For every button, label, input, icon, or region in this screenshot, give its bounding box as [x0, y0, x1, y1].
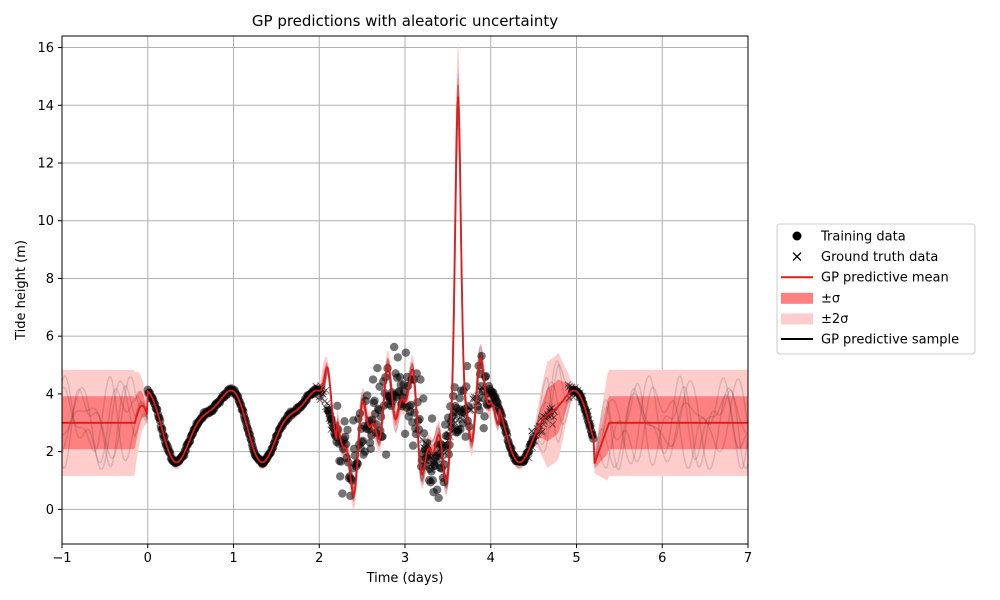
y-tick-label: 4	[46, 387, 54, 402]
legend-marker-patch	[781, 292, 813, 304]
gp-mean-line	[62, 96, 748, 498]
chart-title: GP predictions with aleatoric uncertaint…	[252, 12, 558, 30]
training-points	[143, 342, 598, 503]
y-axis: 0 2 4 6 8 10 12 14 16	[37, 41, 62, 518]
x-axis: −1 0 1 2 3 4 5 6 7	[52, 544, 752, 566]
grid	[61, 36, 749, 544]
training-point	[381, 450, 391, 459]
training-point	[477, 351, 486, 361]
training-point	[461, 432, 470, 441]
y-tick-label: 12	[37, 157, 54, 172]
y-tick-label: 6	[46, 330, 54, 345]
training-point	[393, 353, 402, 362]
legend-label: GP predictive mean	[821, 271, 949, 286]
training-point	[343, 425, 352, 435]
ground-truth-marker	[551, 408, 559, 416]
ground-truth-marker	[550, 413, 558, 421]
training-point	[419, 429, 429, 438]
training-point	[419, 394, 428, 403]
training-point	[370, 396, 379, 405]
legend-label: ±σ	[821, 291, 840, 306]
training-point	[428, 476, 437, 485]
training-point	[336, 472, 345, 481]
ground-truth-marker	[322, 386, 330, 394]
training-point	[434, 493, 443, 503]
x-tick-label: 3	[401, 551, 409, 566]
training-point	[427, 467, 436, 476]
training-point	[389, 342, 399, 352]
training-point	[366, 444, 376, 453]
legend-label: Training data	[820, 230, 906, 245]
training-point	[338, 489, 347, 498]
ground-truth-marker	[539, 428, 546, 435]
legend-marker-patch	[781, 313, 813, 325]
training-point	[395, 372, 405, 382]
training-point	[400, 429, 410, 439]
training-point	[340, 417, 349, 426]
training-point	[422, 438, 432, 447]
ground-truth-marker	[549, 421, 557, 428]
training-point	[462, 382, 471, 391]
training-point	[376, 412, 386, 421]
legend-label: Ground truth data	[821, 250, 938, 265]
training-point	[368, 375, 378, 384]
training-point	[373, 363, 382, 373]
training-point	[341, 432, 350, 442]
x-tick-label: 5	[572, 551, 580, 566]
training-point	[479, 423, 488, 433]
x-tick-label: 1	[229, 551, 237, 566]
y-axis-label: Tide height (m)	[14, 240, 29, 341]
x-tick-label: 4	[487, 551, 495, 566]
training-point	[362, 391, 372, 400]
training-point	[416, 375, 425, 384]
training-point	[406, 400, 416, 410]
legend-label: GP predictive sample	[821, 333, 959, 348]
x-tick-label: 7	[744, 551, 752, 566]
training-point	[401, 348, 411, 357]
legend-frame	[776, 223, 976, 355]
training-point	[455, 393, 464, 403]
legend: Training data Ground truth data GP predict…	[776, 223, 976, 355]
x-tick-label: 6	[658, 551, 666, 566]
x-tick-label: 2	[315, 551, 323, 566]
training-point	[432, 485, 442, 494]
legend-marker-circle	[792, 231, 802, 241]
training-point	[333, 401, 342, 411]
x-tick-label: 0	[144, 551, 152, 566]
y-tick-label: 14	[37, 99, 54, 114]
y-tick-label: 8	[46, 272, 54, 287]
predictive-mean	[62, 96, 748, 498]
training-point	[408, 441, 418, 450]
training-point	[440, 460, 449, 469]
training-point	[462, 361, 472, 371]
training-point	[427, 414, 437, 423]
x-tick-label: −1	[52, 551, 71, 566]
training-point	[358, 436, 368, 445]
training-point	[475, 405, 484, 415]
legend-marker-x	[792, 252, 802, 262]
training-point	[480, 412, 489, 421]
y-tick-label: 10	[37, 214, 54, 229]
training-point	[478, 393, 487, 403]
x-axis-label: Time (days)	[366, 571, 444, 586]
y-tick-label: 2	[46, 445, 54, 460]
y-tick-label: 0	[46, 503, 54, 518]
y-tick-label: 16	[37, 41, 54, 56]
ground-truth-marker	[542, 414, 550, 422]
legend-label: ±2σ	[821, 312, 848, 327]
